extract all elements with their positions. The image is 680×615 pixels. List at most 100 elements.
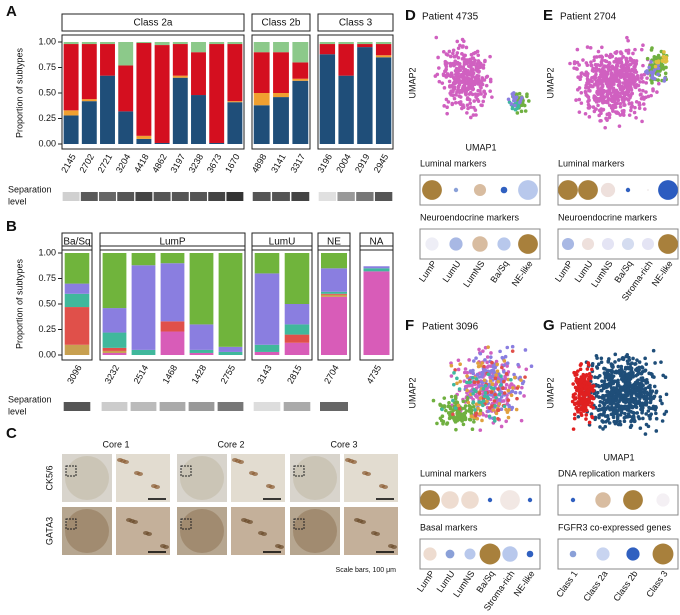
cell-point <box>445 105 449 110</box>
cell-point <box>575 407 580 412</box>
cell-point <box>632 110 637 115</box>
cell-point <box>651 87 655 91</box>
cell-point <box>477 60 481 65</box>
cell-point <box>636 415 641 419</box>
inset-box <box>180 465 192 477</box>
cell-point <box>648 400 653 405</box>
cell-point <box>634 405 639 410</box>
dot-row-frame <box>419 538 541 570</box>
cell-point <box>622 386 627 390</box>
cell-point <box>444 64 449 69</box>
cell-point <box>467 358 471 362</box>
cell-point <box>587 371 592 376</box>
cell-point <box>472 60 476 64</box>
cell-point <box>467 64 472 69</box>
cell-point <box>452 54 457 59</box>
cell-point <box>489 355 493 359</box>
dot-row-frame <box>557 538 679 570</box>
bar-segment <box>292 42 309 63</box>
cell-point <box>641 416 645 421</box>
cell-point <box>474 113 478 117</box>
cell-point <box>625 353 630 357</box>
cell-point <box>644 81 649 85</box>
cell-point <box>652 375 656 379</box>
bar-segment <box>284 304 310 325</box>
cell-point <box>601 72 606 76</box>
cell-point <box>609 84 614 88</box>
cell-point <box>614 369 619 374</box>
cell-point <box>654 411 658 416</box>
cell-point <box>496 387 500 391</box>
cell-point <box>487 406 492 410</box>
cell-point <box>629 394 633 399</box>
cell <box>382 485 388 489</box>
dot <box>600 182 616 198</box>
panel-label: A <box>6 3 17 20</box>
cell-point <box>594 72 598 77</box>
cell-point <box>523 375 527 379</box>
cell-point <box>620 68 624 72</box>
cell-point <box>610 64 615 69</box>
cell-point <box>478 396 483 400</box>
cell-point <box>579 74 583 79</box>
cell-point <box>483 92 487 96</box>
cell-point <box>630 384 635 389</box>
facet-title: Class 2b <box>262 18 301 29</box>
separation-label: Separation <box>8 184 52 194</box>
x-tick-label: 4418 <box>132 152 151 174</box>
cell-point <box>469 77 474 82</box>
row-label: GATA3 <box>44 517 54 545</box>
category-label: NE-like <box>510 259 535 289</box>
cell-point <box>445 422 449 426</box>
cell-point <box>648 406 653 411</box>
cell-point <box>609 105 614 110</box>
cell-point <box>444 97 449 102</box>
x-tick-label: 3204 <box>114 152 133 174</box>
cell-point <box>465 384 469 389</box>
cell-point <box>662 79 667 83</box>
dot <box>445 549 455 559</box>
bar-segment <box>191 52 206 96</box>
cell-point <box>618 388 623 392</box>
cell-point <box>585 63 590 68</box>
cell <box>351 460 357 464</box>
cell-point <box>455 51 460 55</box>
bar-segment <box>321 291 347 294</box>
cell-point <box>469 405 474 409</box>
facet-title: NA <box>370 237 384 248</box>
dot-row-frame <box>557 228 679 260</box>
cell-point <box>479 92 483 96</box>
cell-point <box>441 73 446 78</box>
x-axis-label: UMAP1 <box>465 142 496 152</box>
cell-point <box>495 369 500 374</box>
cell-point <box>664 56 669 61</box>
cell-point <box>612 82 616 87</box>
cell-point <box>513 375 517 380</box>
bar-segment <box>357 42 373 45</box>
cell-point <box>606 359 611 363</box>
category-label: Class 1 <box>554 569 579 599</box>
cell-point <box>583 375 587 380</box>
cell-point <box>639 76 644 81</box>
separation-box <box>208 192 226 201</box>
bar-segment <box>81 42 97 45</box>
tissue-disc <box>65 509 109 553</box>
cell-point <box>437 79 442 84</box>
bar-segment <box>292 80 309 144</box>
separation-box <box>101 402 128 411</box>
separation-box <box>99 192 116 201</box>
cell-point <box>502 391 507 395</box>
cell-point <box>610 365 615 369</box>
cell-point <box>603 366 607 371</box>
cell-point <box>627 86 631 91</box>
cell-point <box>599 93 604 97</box>
cell-point <box>660 59 665 63</box>
cell-point <box>596 362 601 367</box>
cell-point <box>457 90 462 95</box>
bar-segment <box>189 324 214 350</box>
inset-box <box>293 518 305 530</box>
bar-segment <box>273 97 289 144</box>
cell <box>123 460 129 464</box>
cell-point <box>619 57 623 61</box>
cell-point <box>587 397 592 401</box>
